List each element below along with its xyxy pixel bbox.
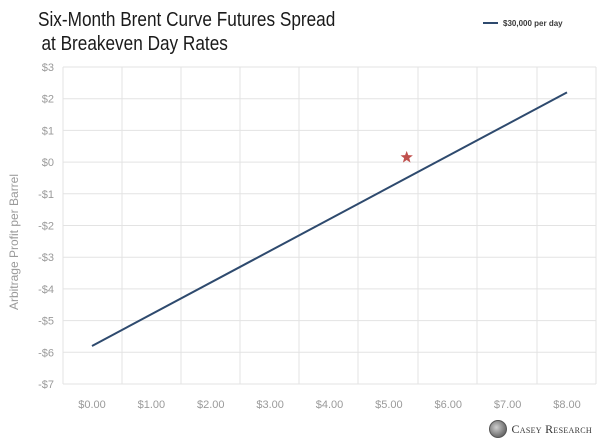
x-tick-label: $5.00	[375, 399, 403, 411]
x-tick-label: $2.00	[197, 399, 225, 411]
star-marker-0	[400, 150, 413, 163]
legend: $30,000 per day	[483, 19, 563, 28]
brand-name: Casey Research	[511, 421, 592, 436]
y-tick-label: $3	[42, 62, 54, 74]
chart-title-line1: Six-Month Brent Curve Futures Spread	[38, 9, 336, 31]
y-tick-label: $2	[42, 94, 54, 106]
x-tick-label: $0.00	[78, 399, 106, 411]
legend-label: $30,000 per day	[503, 19, 563, 28]
x-tick-label: $6.00	[434, 399, 462, 411]
x-tick-label: $4.00	[316, 399, 344, 411]
y-tick-label: -$6	[38, 347, 54, 359]
y-tick-label: -$3	[38, 252, 54, 264]
y-tick-label: -$2	[38, 221, 54, 233]
x-tick-label: $8.00	[553, 399, 581, 411]
y-tick-label: -$4	[38, 284, 54, 296]
y-tick-label: $0	[42, 157, 54, 169]
y-axis: $3 $2 $1 $0 -$1 -$2 -$3 -$4 -$5 -$6 -$7	[38, 62, 54, 391]
series-group	[91, 91, 568, 347]
brand-logo: Casey Research	[489, 419, 592, 439]
x-axis: $0.00 $1.00 $2.00 $3.00 $4.00 $5.00 $6.00 $7.00…	[78, 399, 581, 411]
y-tick-label: $1	[42, 125, 54, 137]
y-tick-label: -$7	[38, 379, 54, 391]
grid	[62, 66, 597, 385]
y-tick-label: -$5	[38, 316, 54, 328]
y-axis-label: Arbitrage Profit per Barrel	[7, 174, 21, 310]
y-tick-label: -$1	[38, 189, 54, 201]
series-line-0	[91, 91, 568, 347]
brand-emblem-icon	[489, 420, 508, 438]
chart-title: Six-Month Brent Curve Futures Spread at …	[38, 8, 365, 56]
chart-title-line2: at Breakeven Day Rates	[41, 33, 228, 55]
x-tick-label: $1.00	[138, 399, 166, 411]
x-tick-label: $7.00	[494, 399, 522, 411]
x-tick-label: $3.00	[256, 399, 284, 411]
annotation-group	[400, 150, 413, 163]
